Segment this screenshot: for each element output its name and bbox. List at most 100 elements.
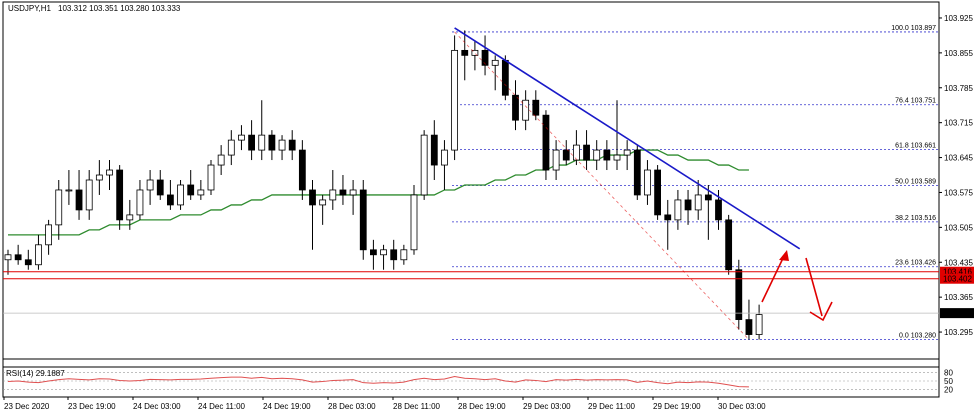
candle-body [593,149,601,161]
candle [24,249,32,270]
candle [238,125,245,151]
price-tick-label: 103.925 [944,14,973,23]
candle [35,234,42,270]
candle [704,184,712,240]
candle-body [684,199,692,211]
candle [95,160,103,195]
candle [85,170,93,220]
candle-body [522,99,530,121]
candle [288,130,296,161]
candle [380,244,387,270]
fibonacci-projection-line [454,31,750,340]
chart-symbol-label: USDJPY,H1 [8,4,52,13]
candle-body [359,189,367,251]
candle [106,160,113,190]
candle-body [329,189,337,201]
time-axis: 23 Dec 2020 23 Dec 19:00 24 Dec 03:00 24 De… [3,397,766,411]
time-tick-label: 29 Dec 19:00 [653,402,701,411]
fibonacci-level-label: 38.2 103.516 [895,215,936,222]
resistance-price-tag [940,273,974,284]
candle [65,170,73,205]
price-tick-label: 103.505 [944,223,973,232]
candle [735,259,743,330]
fibonacci-level-label: 61.8 103.661 [895,143,936,150]
candle [116,165,124,230]
candle-body [704,194,712,201]
down-arrow-head [809,301,833,322]
candle [177,180,184,210]
rsi-line [7,376,749,388]
candle-body [207,164,215,191]
candle [552,140,560,180]
rsi-label: RSI(14) 29.1887 [6,369,65,378]
candle [461,30,469,81]
candle [258,100,266,161]
candle [329,170,337,210]
candle [369,239,377,270]
price-tick-label: 103.645 [944,154,973,163]
candle-body [633,149,641,196]
candle-body [309,189,316,206]
candle [532,90,540,121]
candle [542,110,550,180]
candle-body [654,169,661,216]
candle-body [166,194,174,206]
rsi-tick-label: 50 [944,377,953,386]
candle-body [644,169,651,196]
candle [248,120,256,161]
candle-body [177,184,184,206]
candle-body [217,154,225,166]
candle [268,130,276,161]
candle-body [552,149,560,171]
candle-body [674,199,682,221]
up-arrow-line [761,253,786,303]
candle-body [613,154,621,161]
candle-body [735,269,743,320]
candle [207,160,215,195]
chart-frame [2,1,940,398]
candle [522,90,530,131]
candle-body [461,49,469,56]
candle [156,170,164,200]
candlesticks [4,30,763,340]
candle [14,244,22,265]
candle [623,140,631,171]
fibonacci-level-label: 0.0 103.280 [899,333,936,340]
candle [298,140,306,200]
candle-body [238,134,245,141]
candle-body [481,49,489,66]
candle-body [288,139,296,151]
candle-body [430,134,438,166]
candle-body [441,149,448,166]
candle-body [694,194,702,211]
candle-body [562,149,570,161]
candle [45,219,52,255]
price-tick-label: 103.855 [944,49,973,58]
candle-body [227,139,235,156]
candle-body [542,114,550,171]
time-tick-label: 29 Dec 11:00 [588,402,636,411]
time-tick-label: 28 Dec 03:00 [328,402,376,411]
candle-body [45,224,52,246]
candle [339,175,347,205]
candle [166,180,174,210]
candle-body [24,259,32,266]
time-tick-label: 24 Dec 19:00 [263,402,311,411]
candle-body [532,99,540,116]
resistance-price-tag [940,266,974,277]
candle-body [745,319,753,335]
candle-body [248,134,256,151]
candle [430,120,438,180]
candle-body [512,94,519,121]
chart-ohlc-label: 103.312 103.351 103.280 103.333 [58,4,181,13]
price-tick-label: 103.365 [944,293,973,302]
candle [420,130,428,200]
candle [593,140,601,171]
candle [755,304,763,340]
candle [75,170,83,220]
candle-body [755,314,763,335]
candle [309,180,316,250]
price-tick-label: 103.715 [944,119,973,128]
candle [471,40,479,71]
